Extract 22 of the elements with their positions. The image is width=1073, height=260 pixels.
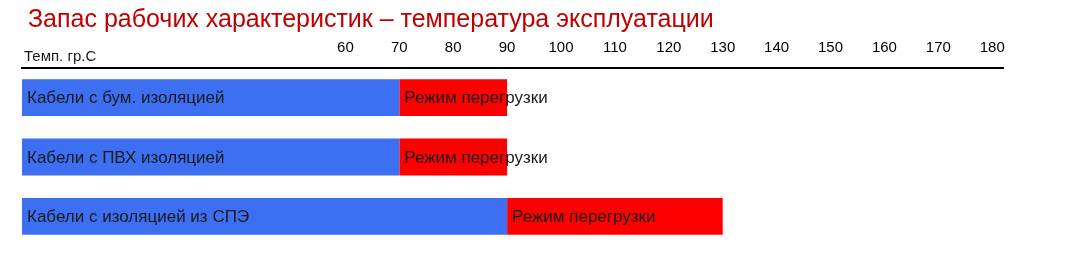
bar xyxy=(22,197,508,235)
y-tick-label: Кабели с бум. изоляцией xyxy=(27,88,225,108)
chart-title: Запас рабочих характеристик – температура эксплуатации xyxy=(28,4,714,33)
x-tick-label: 90 xyxy=(498,38,516,56)
y-tick-label: Кабели с изоляцией из СПЭ xyxy=(27,207,250,227)
text: Режим перегрузки xyxy=(512,207,656,227)
x-tick-label: 80 xyxy=(444,38,462,56)
x-tick-label: 120 xyxy=(656,38,682,56)
x-tick-label: 170 xyxy=(925,38,951,56)
x-axis-title: Темп. гр.С xyxy=(24,46,97,64)
x-tick-label: 160 xyxy=(871,38,897,56)
bar xyxy=(507,197,723,235)
x-tick-label: 100 xyxy=(548,38,574,56)
x-tick-label: 70 xyxy=(390,38,408,56)
x-tick-label: 150 xyxy=(818,38,844,56)
bar xyxy=(22,79,400,117)
x-tick-label: 60 xyxy=(337,38,354,56)
x-tick-label: 140 xyxy=(764,38,790,56)
x-tick-label: 110 xyxy=(602,38,627,56)
x-tick-label: 130 xyxy=(710,38,736,56)
x-tick-label: 180 xyxy=(979,38,1005,56)
y-tick-label: Кабели с ПВХ изоляцией xyxy=(27,147,225,167)
